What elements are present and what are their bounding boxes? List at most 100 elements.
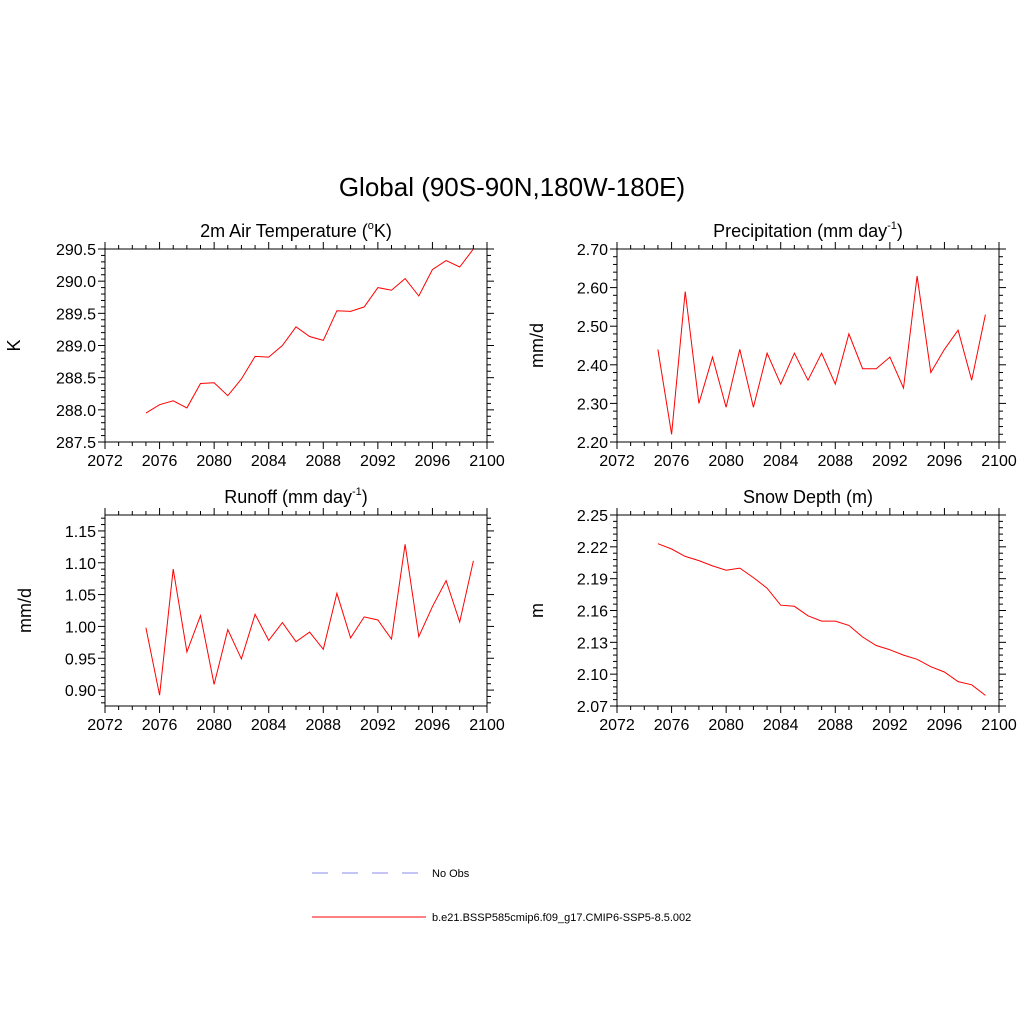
data-point <box>862 368 863 369</box>
data-point <box>350 637 351 638</box>
x-tick-label: 2084 <box>763 717 799 734</box>
data-point <box>698 560 699 561</box>
series-line <box>657 543 986 696</box>
x-tick-label: 2080 <box>708 717 744 734</box>
legend-obs-label: No Obs <box>432 868 470 880</box>
x-tick-label: 2088 <box>305 717 341 734</box>
x-tick-label: 2080 <box>196 453 232 470</box>
y-tick-label: 2.30 <box>577 396 608 413</box>
data-point <box>445 260 446 261</box>
y-tick-label: 2.19 <box>577 572 608 589</box>
y-tick-label: 290.5 <box>56 242 96 259</box>
data-point <box>282 622 283 623</box>
data-point <box>282 345 283 346</box>
data-point <box>712 356 713 357</box>
data-point <box>821 353 822 354</box>
plot-frame <box>104 248 488 443</box>
data-point <box>862 636 863 637</box>
legend-model-label: b.e21.BSSP585cmip6.f09_g17.CMIP6-SSP5-8.… <box>432 912 691 924</box>
data-point <box>323 340 324 341</box>
data-point <box>753 577 754 578</box>
data-point <box>268 640 269 641</box>
y-axis-label: mm/d <box>527 323 547 368</box>
data-point <box>200 615 201 616</box>
series-line <box>145 248 474 414</box>
data-point <box>807 615 808 616</box>
data-point <box>336 310 337 311</box>
y-tick-label: 1.00 <box>65 619 96 636</box>
data-point <box>876 368 877 369</box>
data-point <box>739 349 740 350</box>
data-point <box>957 681 958 682</box>
chart-panel-3: 2072 2076 2080 2084 2088 2092 2096 2100 0.90 0.95… <box>15 486 505 734</box>
data-point <box>336 593 337 594</box>
data-point <box>459 266 460 267</box>
data-point <box>459 621 460 622</box>
data-point <box>971 684 972 685</box>
data-point <box>889 649 890 650</box>
y-axis-label: m <box>527 603 547 618</box>
data-point <box>930 666 931 667</box>
y-tick-label: 290.0 <box>56 274 96 291</box>
data-point <box>200 383 201 384</box>
x-tick-label: 2076 <box>142 717 178 734</box>
data-point <box>835 621 836 622</box>
y-tick-label: 2.22 <box>577 540 608 557</box>
data-point <box>214 684 215 685</box>
chart-panel-4: 2072 2076 2080 2084 2088 2092 2096 2100 2.07 2.10… <box>527 487 1017 734</box>
x-tick-label: 2096 <box>415 717 451 734</box>
data-point <box>685 556 686 557</box>
data-point <box>726 570 727 571</box>
data-point <box>241 658 242 659</box>
x-tick-label: 2072 <box>599 453 635 470</box>
data-point <box>739 567 740 568</box>
data-point <box>405 278 406 279</box>
data-point <box>432 269 433 270</box>
data-point <box>377 619 378 620</box>
x-tick-label: 2084 <box>251 453 287 470</box>
panel-title: Runoff (mm day-1) <box>224 486 368 507</box>
x-tick-label: 2092 <box>360 717 396 734</box>
data-point <box>766 353 767 354</box>
x-tick-label: 2084 <box>763 453 799 470</box>
data-point <box>418 295 419 296</box>
x-tick-label: 2088 <box>817 717 853 734</box>
x-tick-label: 2080 <box>708 453 744 470</box>
data-point <box>377 287 378 288</box>
data-point <box>145 412 146 413</box>
data-point <box>145 627 146 628</box>
x-tick-label: 2080 <box>196 717 232 734</box>
data-point <box>794 353 795 354</box>
data-point <box>445 580 446 581</box>
x-tick-label: 2100 <box>469 717 505 734</box>
data-point <box>364 306 365 307</box>
y-tick-label: 2.13 <box>577 635 608 652</box>
data-point <box>848 333 849 334</box>
data-point <box>241 378 242 379</box>
series-line <box>145 544 474 696</box>
data-point <box>159 695 160 696</box>
y-tick-label: 289.0 <box>56 339 96 356</box>
y-tick-label: 288.5 <box>56 371 96 388</box>
data-point <box>889 356 890 357</box>
data-point <box>780 384 781 385</box>
y-tick-label: 2.50 <box>577 319 608 336</box>
x-tick-label: 2096 <box>927 717 963 734</box>
x-tick-label: 2100 <box>981 453 1017 470</box>
data-point <box>364 616 365 617</box>
x-tick-label: 2092 <box>872 717 908 734</box>
panel-title: 2m Air Temperature (oK) <box>200 220 392 241</box>
data-point <box>405 544 406 545</box>
series-line <box>657 275 986 435</box>
data-point <box>957 329 958 330</box>
data-point <box>985 314 986 315</box>
y-tick-label: 287.5 <box>56 435 96 452</box>
figure-title: Global (90S-90N,180W-180E) <box>339 172 685 202</box>
y-tick-label: 2.10 <box>577 667 608 684</box>
y-tick-label: 1.10 <box>65 556 96 573</box>
x-tick-label: 2076 <box>142 453 178 470</box>
y-tick-label: 1.05 <box>65 588 96 605</box>
x-tick-label: 2100 <box>981 717 1017 734</box>
data-point <box>309 336 310 337</box>
plot-frame <box>616 514 1000 707</box>
